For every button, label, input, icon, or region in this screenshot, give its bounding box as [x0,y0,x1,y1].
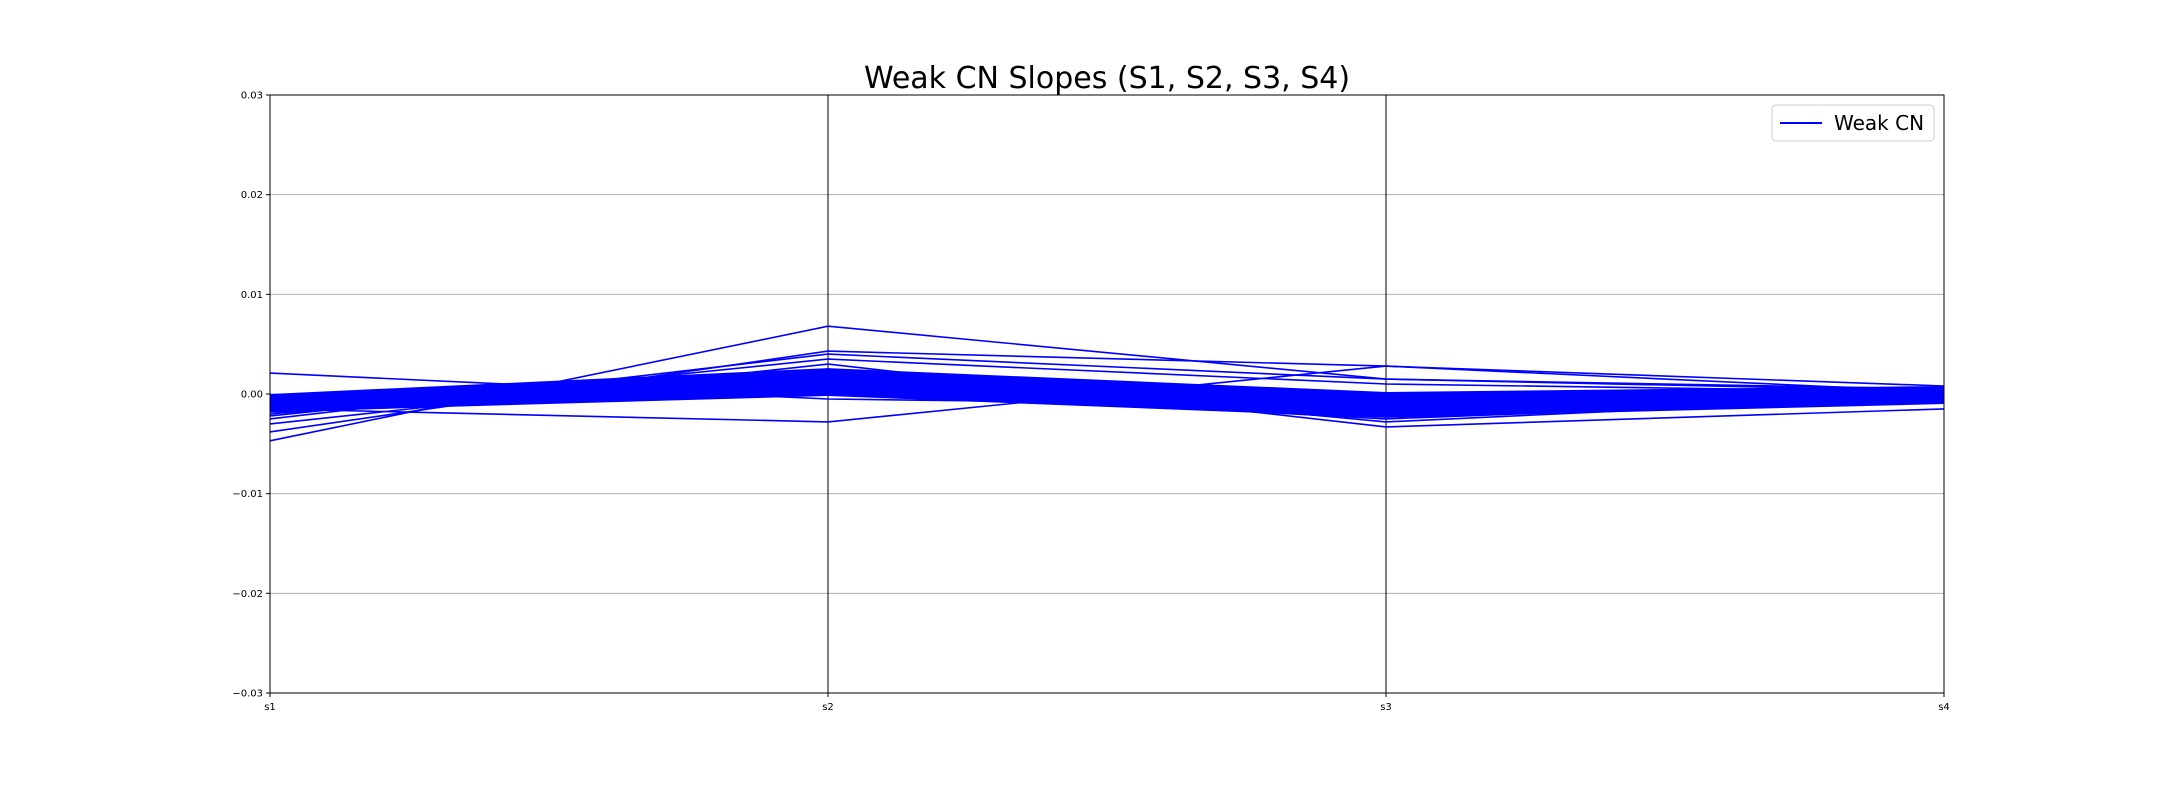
legend-box [1771,104,1935,142]
legend-label: Weak CN [1834,111,1924,135]
y-tick-label: 0.00 [241,390,263,401]
y-tick-label: 0.01 [241,290,263,301]
y-tick-label: 0.02 [241,190,263,201]
x-tick-label: s1 [264,702,276,713]
y-tick-label: −0.02 [232,589,263,600]
x-tick-label: s3 [1380,702,1392,713]
x-tick-label: s2 [822,702,834,713]
legend: Weak CN [1771,104,1935,142]
y-tick-label: −0.03 [232,689,263,700]
series-bundle [270,368,1944,418]
x-tick-label: s4 [1938,702,1950,713]
y-tick-label: 0.03 [241,91,263,102]
y-tick-label: −0.01 [232,489,263,500]
chart-title: Weak CN Slopes (S1, S2, S3, S4) [864,61,1350,96]
series-lines [269,325,1945,442]
